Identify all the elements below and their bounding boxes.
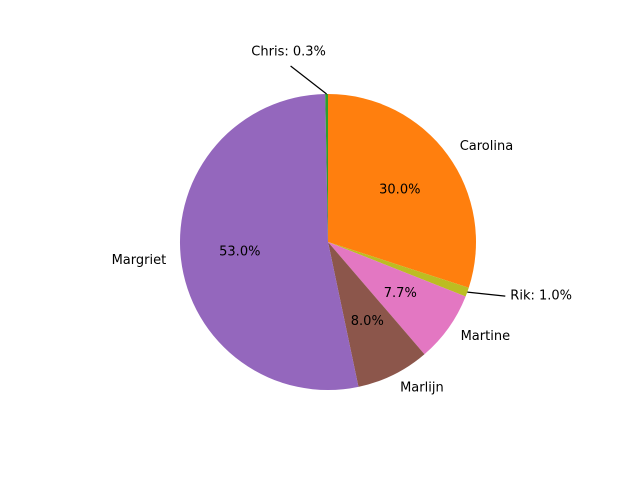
- pie-slice-marlijn: [328, 242, 425, 387]
- pie-slice-martine: [328, 242, 466, 355]
- pie-slices: [179, 93, 477, 391]
- callout-line-rik: [467, 291, 506, 297]
- callout-label-rik: Rik: 1.0%: [510, 289, 572, 304]
- pie-callouts: [290, 65, 506, 297]
- slice-label-martine: Martine: [461, 329, 510, 344]
- pie-slice-rik: [328, 242, 469, 297]
- callout-label-chris: Chris: 0.3%: [251, 45, 326, 60]
- pie-slice-margriet: [179, 94, 359, 391]
- slice-label-marlijn: Marlijn: [400, 381, 444, 396]
- slice-label-margriet: Margriet: [112, 253, 167, 268]
- pie-slice-carolina: [328, 93, 477, 288]
- slice-pct-marlijn: 8.0%: [351, 314, 384, 329]
- slice-pct-martine: 7.7%: [384, 286, 417, 301]
- slice-pct-margriet: 53.0%: [219, 245, 260, 260]
- slice-pct-carolina: 30.0%: [379, 182, 420, 197]
- pie-labels: Carolina 30.0% Rik: 1.0% Martine 7.7% Marlijn…: [112, 45, 572, 396]
- slice-label-carolina: Carolina: [460, 139, 514, 154]
- pie-slice-chris: [325, 94, 328, 242]
- callout-line-chris: [290, 65, 327, 95]
